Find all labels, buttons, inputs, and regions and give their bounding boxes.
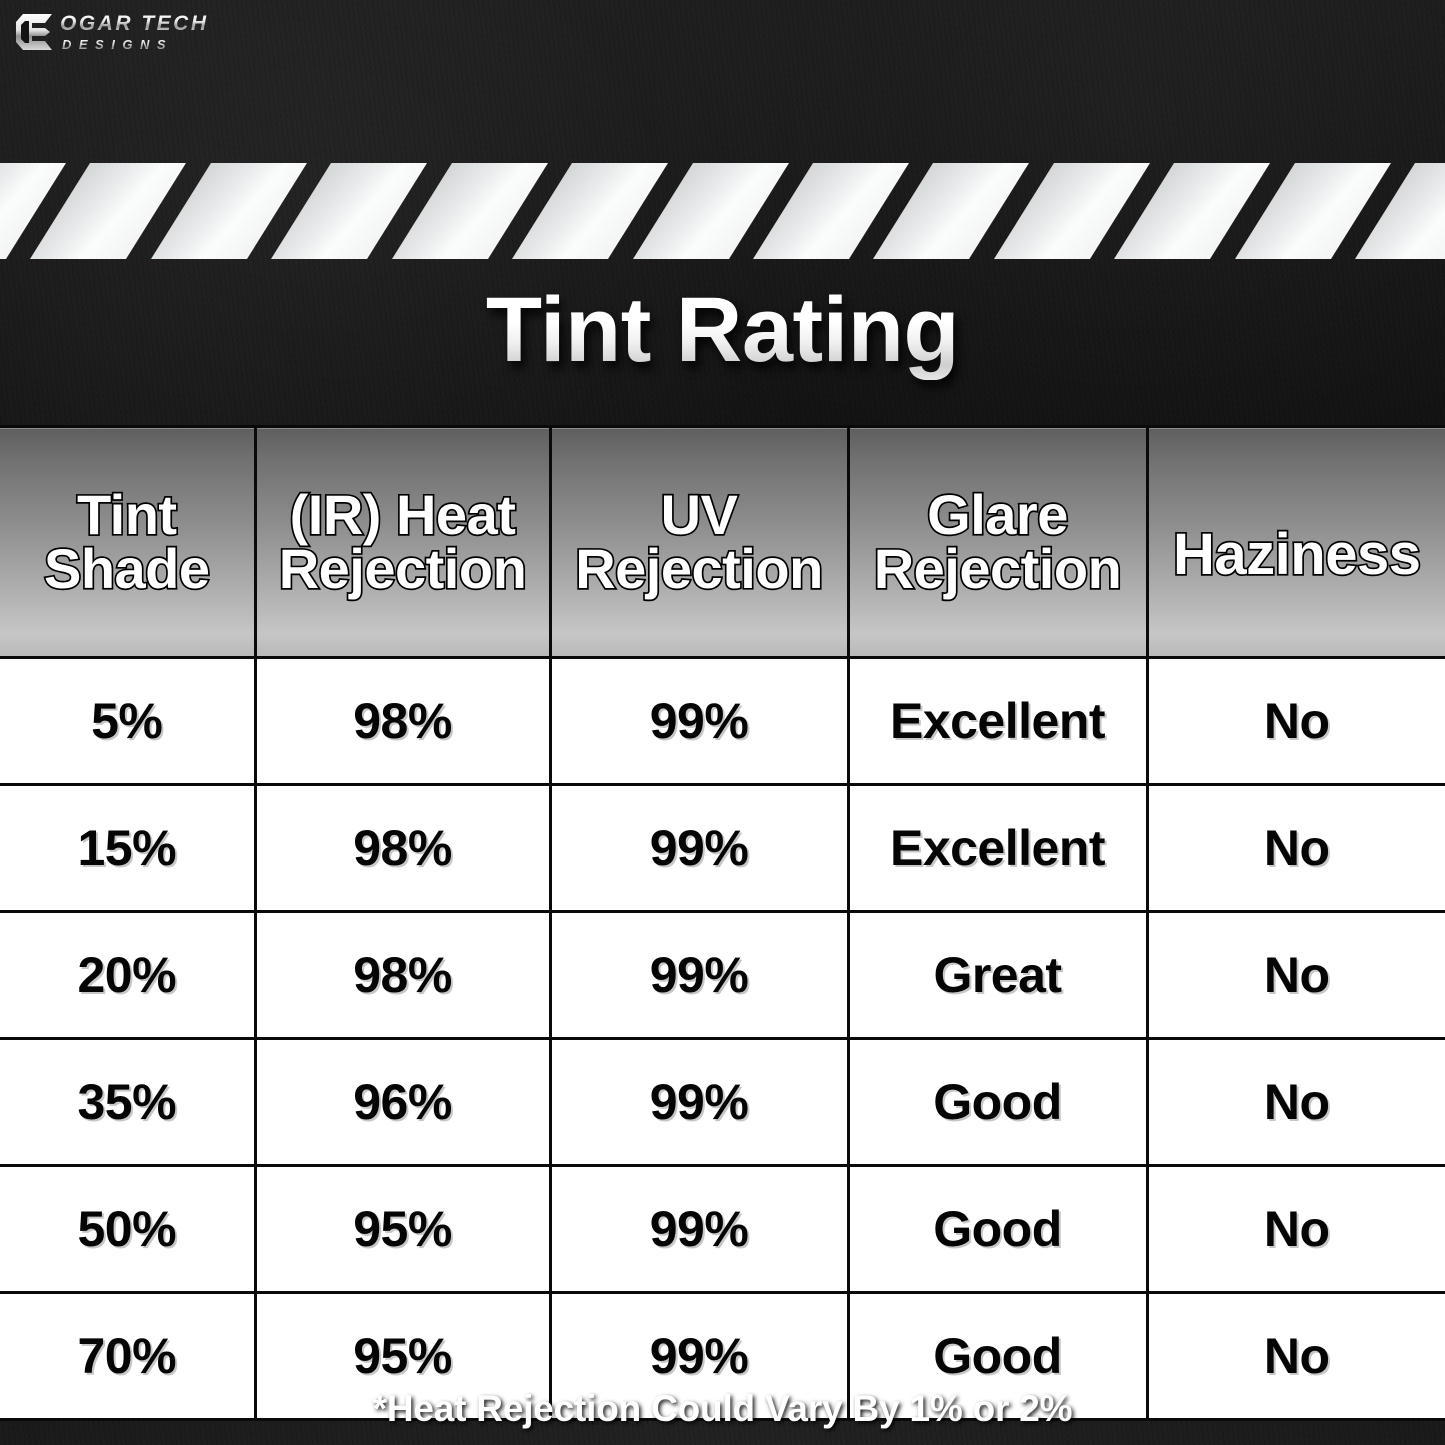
cell-uv-rejection: 99% [548,656,850,786]
cell-tint-shade: 70% [0,1291,257,1421]
table-row: 20% 98% 99% Great No [0,910,1445,1040]
cell-haziness: No [1145,1291,1445,1421]
cell-tint-shade: 20% [0,910,257,1040]
cell-glare-rejection: Great [846,910,1149,1040]
cell-heat-rejection: 96% [253,1037,552,1167]
column-header-haziness: Haziness [1145,425,1445,659]
cell-tint-shade: 15% [0,783,257,913]
table-row: 70% 95% 99% Good No [0,1291,1445,1421]
cell-haziness: No [1145,783,1445,913]
cell-uv-rejection: 99% [548,1291,850,1421]
cell-glare-rejection: Excellent [846,783,1149,913]
cell-haziness: No [1145,1164,1445,1294]
cell-tint-shade: 5% [0,656,257,786]
column-header-glare-rejection: Glare Rejection [846,425,1149,659]
table-header-row: Tint Shade (IR) Heat Rejection UV Reject… [0,425,1445,659]
cell-heat-rejection: 95% [253,1164,552,1294]
cell-tint-shade: 35% [0,1037,257,1167]
cell-heat-rejection: 98% [253,910,552,1040]
cell-haziness: No [1145,910,1445,1040]
brand-wordmark: OGAR TECH DESIGNS [60,13,209,51]
table-header: Tint Shade (IR) Heat Rejection UV Reject… [0,425,1445,659]
table-row: 5% 98% 99% Excellent No [0,656,1445,786]
column-header-heat-rejection: (IR) Heat Rejection [253,425,552,659]
cell-haziness: No [1145,656,1445,786]
cell-glare-rejection: Excellent [846,656,1149,786]
bogar-b-mark-icon [12,12,56,52]
brand-line-2: DESIGNS [62,38,209,51]
table-body: 5% 98% 99% Excellent No 15% 98% 99% Excellent No 2… [0,656,1445,1421]
cell-heat-rejection: 98% [253,656,552,786]
brand-line-1: OGAR TECH [60,12,209,35]
cell-glare-rejection: Good [846,1291,1149,1421]
cell-uv-rejection: 99% [548,1164,850,1294]
column-header-tint-shade: Tint Shade [0,425,257,659]
table-row: 50% 95% 99% Good No [0,1164,1445,1294]
cell-uv-rejection: 99% [548,1037,850,1167]
column-header-uv-rejection: UV Rejection [548,425,850,659]
cell-heat-rejection: 98% [253,783,552,913]
cell-heat-rejection: 95% [253,1291,552,1421]
cell-uv-rejection: 99% [548,910,850,1040]
cell-tint-shade: 50% [0,1164,257,1294]
footnote-text: *Heat Rejection Could Vary By 1% or 2% [372,1387,1073,1429]
cell-haziness: No [1145,1037,1445,1167]
page-title: Tint Rating [0,280,1445,380]
cell-glare-rejection: Good [846,1037,1149,1167]
table-row: 35% 96% 99% Good No [0,1037,1445,1167]
cell-glare-rejection: Good [846,1164,1149,1294]
cell-uv-rejection: 99% [548,783,850,913]
brand-logo: OGAR TECH DESIGNS [12,10,209,54]
footnote: *Heat Rejection Could Vary By 1% or 2% [0,1372,1445,1445]
tint-rating-table: Tint Shade (IR) Heat Rejection UV Reject… [0,425,1445,1421]
table-row: 15% 98% 99% Excellent No [0,783,1445,913]
diagonal-stripe-band [0,163,1445,259]
